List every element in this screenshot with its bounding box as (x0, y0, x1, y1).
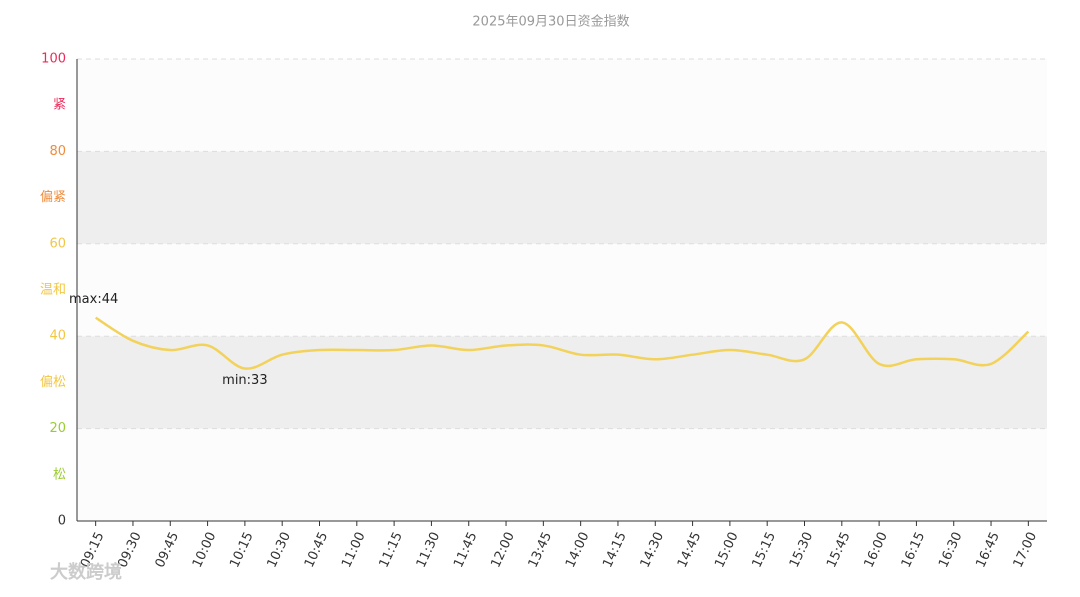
y-tick-label: 80 (49, 144, 66, 159)
y-tick-label: 20 (49, 421, 66, 436)
chart-title: 2025年09月30日资金指数 (472, 14, 629, 30)
band-label: 松 (53, 467, 66, 482)
watermark: 大数跨境 (50, 561, 122, 583)
band-label: 偏松 (40, 375, 66, 390)
band-label: 偏紧 (40, 190, 66, 205)
band (77, 428, 1047, 521)
y-tick-label: 40 (49, 329, 66, 344)
band (77, 59, 1047, 152)
line (94, 316, 1030, 370)
annotation: min:33 (222, 373, 267, 388)
y-tick-label: 100 (41, 52, 66, 67)
band (77, 151, 1047, 244)
y-tick-label: 60 (49, 236, 66, 251)
y-tick-label: 0 (58, 514, 66, 529)
band-label: 温和 (40, 283, 66, 298)
band (77, 336, 1047, 429)
band-label: 紧 (53, 98, 66, 113)
annotation: max:44 (69, 292, 118, 307)
band (77, 243, 1047, 337)
